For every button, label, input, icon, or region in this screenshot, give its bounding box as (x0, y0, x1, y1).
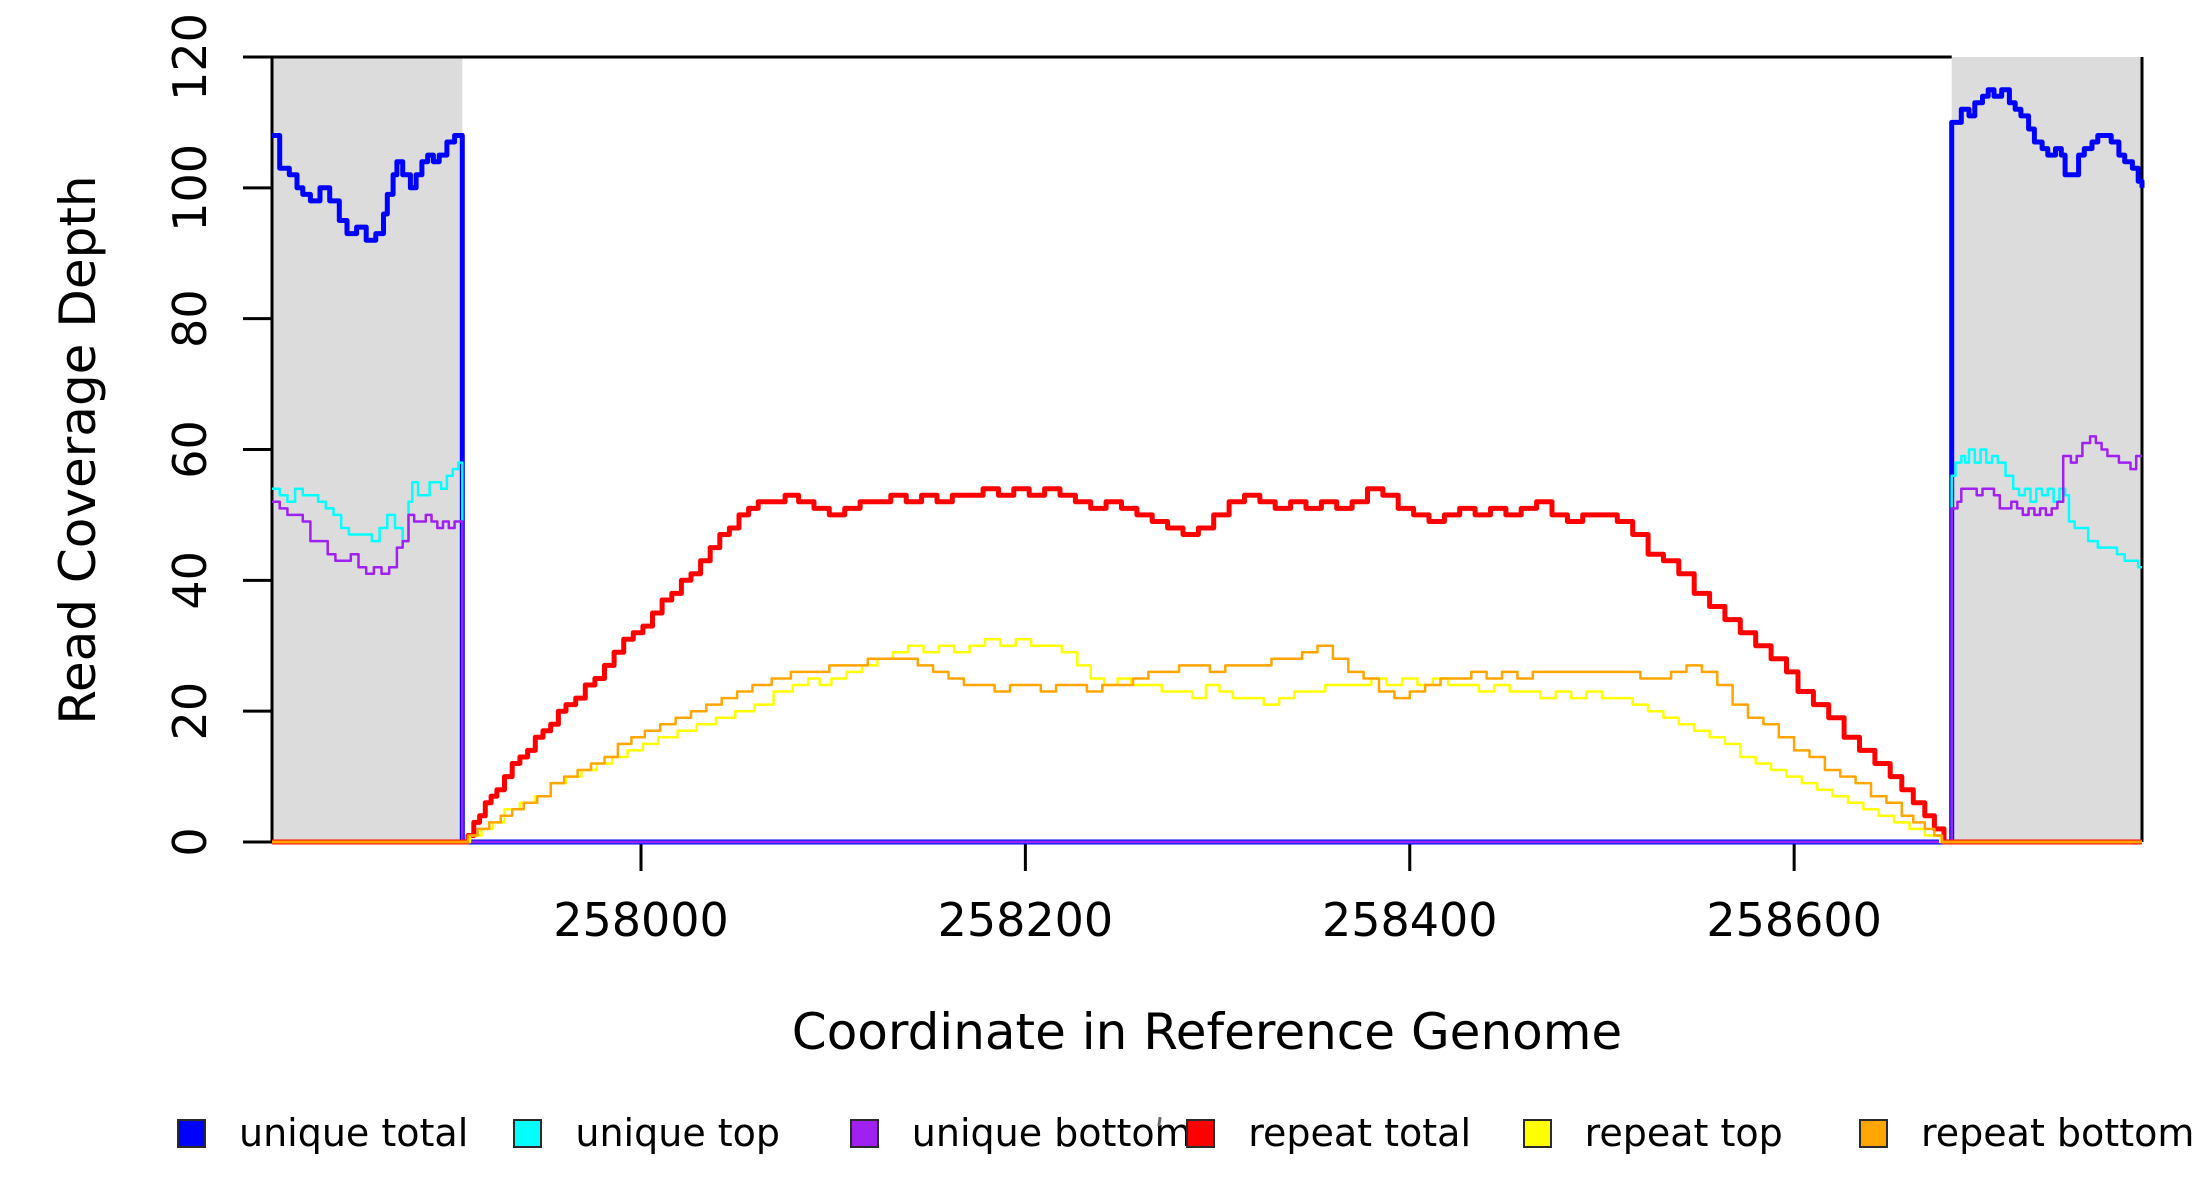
legend-label: repeat bottom (1921, 1111, 2195, 1155)
legend-swatch-icon (177, 1119, 206, 1148)
x-tick-label: 258400 (1322, 893, 1498, 947)
x-axis-title: Coordinate in Reference Genome (791, 1003, 1623, 1061)
legend-item-repeat-bottom: repeat bottom (1859, 1111, 2195, 1155)
y-tick-label: 0 (163, 827, 217, 856)
series-unique-top (272, 448, 2142, 844)
shaded-region (272, 57, 463, 842)
legend-item-unique-bottom: unique bottom (849, 1111, 1192, 1155)
legend-label: repeat total (1248, 1111, 1472, 1155)
legend-label: unique top (575, 1111, 781, 1155)
series-repeat-top (272, 637, 2142, 844)
series-unique-total (272, 87, 2145, 845)
series-unique-bottom (272, 435, 2142, 844)
y-tick-label: 60 (163, 420, 217, 479)
y-tick-label: 120 (163, 13, 217, 101)
legend-item-repeat-total: repeat total (1186, 1111, 1472, 1155)
series-repeat-total (272, 486, 2142, 845)
legend-label: repeat top (1584, 1111, 1783, 1155)
legend-swatch-icon (1186, 1119, 1216, 1148)
legend-item-unique-total: unique total (177, 1111, 469, 1155)
y-tick-label: 100 (163, 144, 217, 232)
x-tick-label: 258000 (553, 893, 729, 947)
y-tick-label: 80 (163, 289, 217, 348)
legend-item-repeat-top: repeat top (1522, 1111, 1783, 1155)
x-tick-label: 258200 (938, 893, 1114, 947)
y-axis-title: Read Coverage Depth (49, 175, 107, 725)
legend-item-unique-top: unique top (513, 1111, 781, 1155)
legend-swatch-icon (513, 1119, 543, 1148)
x-tick-label: 258600 (1706, 893, 1882, 947)
legend-swatch-icon (1859, 1119, 1888, 1148)
legend-label: unique bottom (911, 1111, 1192, 1155)
legend-swatch-icon (849, 1119, 879, 1148)
legend-swatch-icon (1522, 1119, 1552, 1148)
series-repeat-bottom (272, 644, 2142, 844)
y-tick-label: 40 (163, 551, 217, 610)
legend-label: unique total (239, 1111, 469, 1155)
y-tick-label: 20 (163, 682, 217, 741)
